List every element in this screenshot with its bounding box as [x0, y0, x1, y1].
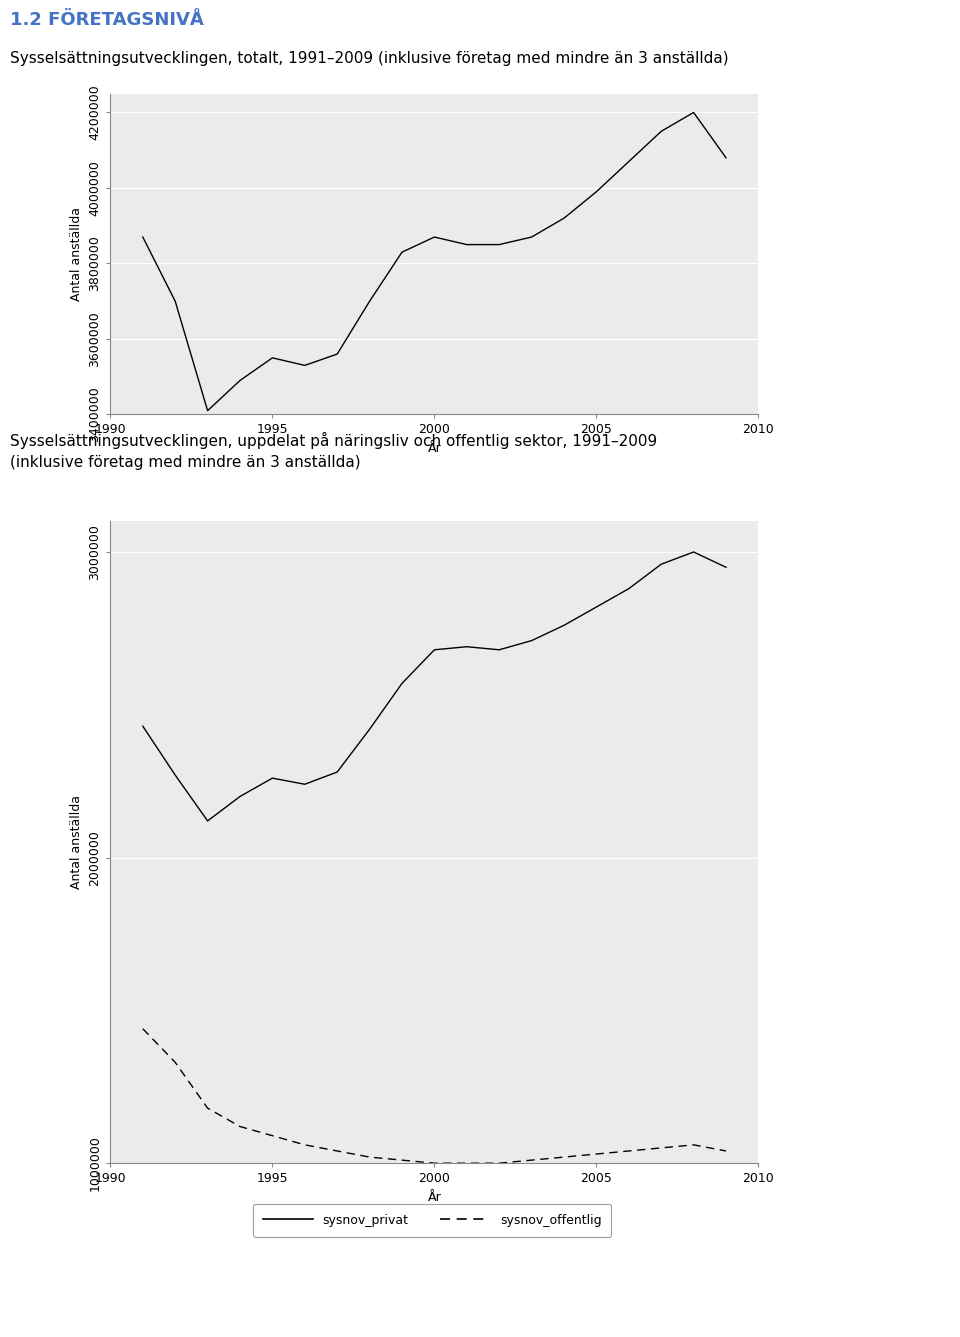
Text: Sysselsättningsutvecklingen, uppdelat på näringsliv och offentlig sektor, 1991–2: Sysselsättningsutvecklingen, uppdelat på…	[10, 432, 657, 469]
X-axis label: År: År	[427, 1191, 442, 1203]
Y-axis label: Antal anställda: Antal anställda	[70, 207, 83, 301]
Text: Sysselsättningsutvecklingen, totalt, 1991–2009 (inklusive företag med mindre än : Sysselsättningsutvecklingen, totalt, 199…	[10, 51, 729, 67]
X-axis label: År: År	[427, 443, 442, 455]
Text: 1.2 FÖRETAGSNIVÅ: 1.2 FÖRETAGSNIVÅ	[10, 11, 204, 29]
Legend: sysnov_privat, sysnov_offentlig: sysnov_privat, sysnov_offentlig	[252, 1203, 612, 1237]
Y-axis label: Antal anställda: Antal anställda	[70, 796, 83, 889]
